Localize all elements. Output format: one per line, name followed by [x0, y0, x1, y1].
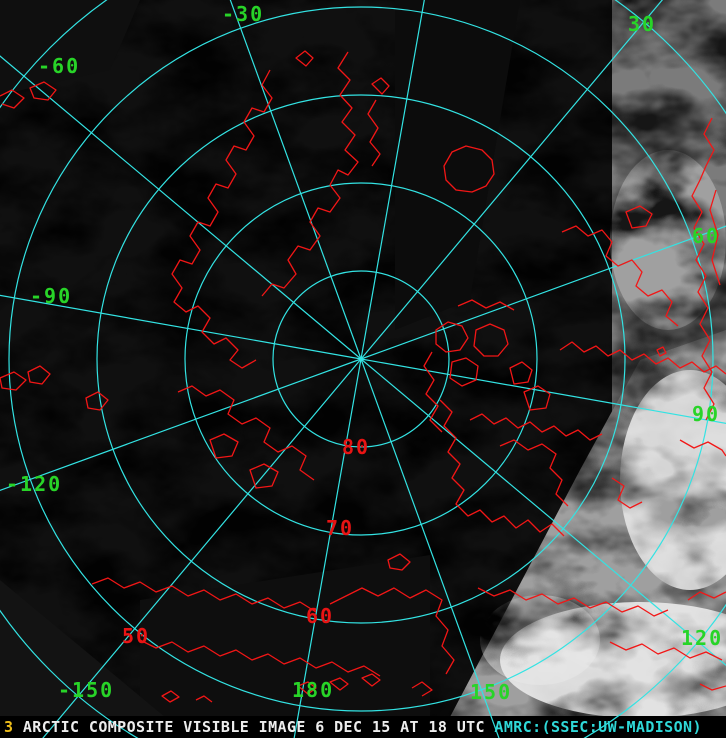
coastline-kola-island — [625, 205, 653, 229]
coastline-severnaya-zemlya — [523, 385, 551, 411]
coastline-svalbard-b — [473, 323, 509, 357]
coastline-greenland-isle-b — [371, 77, 390, 95]
coastline-aleutian-c — [361, 673, 381, 687]
coastline-kola-coast — [561, 225, 679, 327]
status-bar-background — [0, 716, 726, 738]
coastline-aleutian-e — [411, 681, 433, 697]
latitude-circle — [272, 270, 450, 448]
latitude-circle — [96, 94, 626, 624]
meridian-line — [42, 358, 362, 738]
coastline-canada-island-b — [249, 463, 279, 489]
coastline-greenland-isle-a — [295, 50, 314, 67]
coastline-novaya-zemlya — [691, 117, 715, 421]
coastline-spot-island — [656, 346, 667, 357]
coastline-coast-e-mid — [679, 439, 726, 457]
meridian-line — [229, 0, 362, 360]
meridian-line — [360, 358, 500, 738]
coastline-aleutian-b — [329, 677, 349, 691]
coastline-wrangel — [387, 553, 411, 571]
coastline-franz-josef — [509, 361, 533, 385]
coastline-canada-channels — [177, 385, 315, 481]
coastline-left-island-b — [0, 89, 25, 109]
meridian-line — [0, 294, 362, 360]
coastline-left-island-c — [0, 371, 27, 391]
coastline-greenland-west — [171, 69, 273, 369]
coastline-novaya-zemlya-2 — [709, 189, 721, 286]
daylight-cloud-imagery — [450, 0, 726, 718]
channel-number: 3 — [4, 718, 14, 736]
credit-text: AMRC:(SSEC:UW-MADISON) — [494, 718, 702, 736]
coastline-taymyr-lower — [499, 439, 569, 507]
coastline-kamchatka-a — [477, 587, 669, 617]
coastline-alaska-north — [91, 577, 317, 613]
coastline-bering-dots — [195, 695, 213, 703]
coastline-arcs-ne-center — [457, 299, 515, 311]
coastline-canada-island-c — [85, 391, 109, 411]
coastline-left-island-a — [29, 81, 57, 101]
coastline-taymyr-coast — [439, 399, 565, 537]
coastline-okhotsk — [687, 591, 726, 601]
coastline-greenland-fjords — [367, 99, 381, 167]
meridian-line — [293, 358, 362, 738]
coastline-lena-area — [611, 477, 643, 509]
coastline-aleutian-a — [297, 681, 317, 695]
meridian-line — [0, 55, 362, 360]
coastline-arctic-coast-ne — [559, 341, 726, 375]
image-title: ARCTIC COMPOSITE VISIBLE IMAGE 6 DEC 15 … — [22, 718, 485, 736]
coastline-taymyr-west — [423, 351, 443, 433]
coastline-chukotka — [329, 587, 455, 675]
coastline-kamchatka-b — [609, 641, 723, 661]
coastline-canada-island-d — [27, 365, 51, 385]
coastline-svalbard-a — [435, 321, 469, 353]
coastline-siberia-upper — [469, 413, 603, 441]
coastline-svalbard-c — [449, 357, 479, 387]
latitude-circle — [184, 182, 538, 536]
coastline-overlay — [0, 50, 726, 703]
coastline-bering-islets — [161, 690, 180, 703]
coastline-alaska-south — [139, 639, 381, 677]
meridian-line — [360, 358, 726, 424]
status-bar: 3 ARCTIC COMPOSITE VISIBLE IMAGE 6 DEC 1… — [4, 717, 726, 738]
coastline-greenland-east — [261, 51, 359, 297]
meridian-line — [360, 0, 664, 360]
latitude-circle — [8, 6, 714, 712]
meridian-line — [0, 358, 362, 492]
coastline-corner-se — [699, 683, 726, 691]
coastline-canada-island-a — [209, 433, 239, 459]
meridian-line — [360, 0, 425, 360]
coastline-iceland — [443, 145, 495, 193]
